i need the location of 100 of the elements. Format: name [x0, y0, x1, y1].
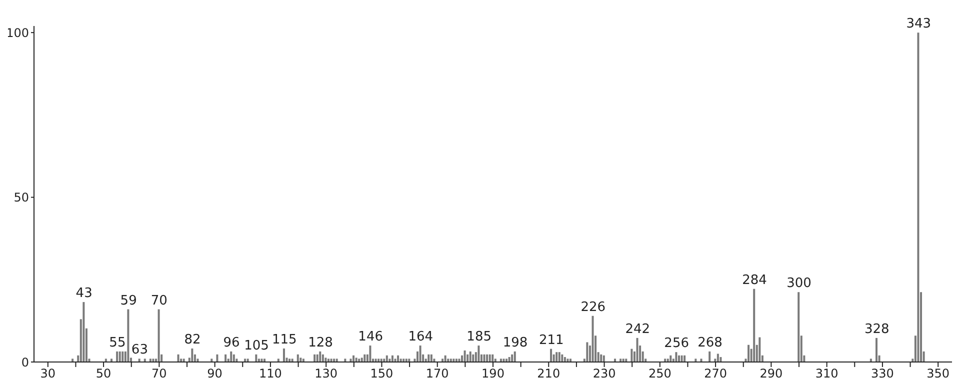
bar [550, 348, 552, 362]
bar [210, 358, 213, 362]
bar [236, 358, 238, 362]
bar [72, 358, 74, 362]
bar [670, 355, 672, 362]
bar [666, 358, 669, 362]
bar [625, 358, 628, 362]
bar [469, 351, 472, 362]
annotation: 300 [786, 276, 812, 292]
bar [458, 358, 460, 362]
bar [466, 354, 469, 362]
annotation: 242 [625, 322, 650, 337]
bar [592, 316, 594, 362]
annotation: 105 [244, 338, 269, 354]
bar [244, 358, 246, 362]
bar [138, 358, 140, 362]
bar [144, 358, 146, 362]
x-tick-label: 90 [207, 366, 222, 381]
bar [472, 354, 474, 362]
bar [327, 358, 330, 362]
bar [748, 344, 750, 362]
bar [566, 358, 569, 362]
bar [430, 354, 432, 362]
bar [394, 358, 396, 362]
bar [264, 358, 266, 362]
bar [450, 358, 452, 362]
x-tick-label: 110 [259, 366, 282, 381]
annotation: 284 [742, 272, 767, 288]
bar [246, 358, 249, 362]
bar [296, 354, 299, 362]
annotation: 55 [109, 335, 126, 350]
bar [180, 358, 182, 362]
bar [917, 32, 920, 362]
bar [288, 358, 291, 362]
bar [419, 346, 422, 362]
bar [556, 352, 558, 362]
bar [620, 358, 622, 362]
bar [405, 358, 408, 362]
annotation: 211 [539, 332, 564, 348]
bar [675, 352, 678, 362]
bar [352, 355, 355, 362]
bar [664, 358, 666, 362]
bar [191, 348, 194, 362]
bar [82, 302, 85, 362]
bar [558, 352, 560, 362]
bar [388, 358, 391, 362]
x-tick-label: 130 [314, 366, 338, 381]
bar [104, 358, 107, 362]
bar [224, 354, 227, 362]
annotation: 256 [664, 336, 690, 352]
bar [442, 358, 444, 362]
bar [122, 351, 124, 362]
bar [260, 358, 263, 362]
bar [386, 355, 388, 362]
y-tick-label: 50 [14, 190, 29, 205]
x-tick-label: 30 [40, 366, 56, 381]
bar [355, 358, 358, 362]
x-tick-label: 250 [648, 366, 672, 381]
bar [870, 358, 872, 362]
annotation: 198 [502, 335, 528, 350]
annotation: 268 [698, 335, 722, 350]
x-tick-label: 350 [926, 366, 950, 381]
bar [447, 358, 450, 362]
bar [216, 354, 218, 362]
bar [758, 337, 761, 362]
bar [391, 355, 394, 362]
annotation: 128 [308, 335, 333, 350]
annotation: 59 [120, 293, 137, 308]
bar [378, 358, 380, 362]
bar [433, 358, 436, 362]
bar [586, 342, 588, 362]
bar [630, 348, 633, 362]
x-tick-label: 290 [760, 366, 783, 381]
bar [798, 292, 800, 362]
bar [452, 358, 455, 362]
x-tick-label: 70 [152, 366, 167, 381]
x-tick-label: 330 [871, 366, 894, 381]
bar [636, 338, 638, 362]
bar [614, 358, 616, 362]
x-tick-label: 310 [815, 366, 838, 381]
bar [684, 355, 686, 362]
bar [369, 346, 372, 362]
bar [602, 355, 605, 362]
bar [374, 358, 377, 362]
x-tick-label: 270 [704, 366, 727, 381]
bar [508, 357, 510, 362]
bar [182, 358, 185, 362]
annotation: 164 [408, 330, 434, 345]
bar [118, 351, 121, 362]
annotation: 70 [150, 293, 168, 308]
bar [400, 358, 402, 362]
annotation: 185 [466, 330, 492, 345]
bar [258, 358, 260, 362]
bar [322, 354, 324, 362]
bar [600, 354, 602, 362]
x-tick-label: 170 [426, 366, 449, 381]
bar [478, 346, 480, 362]
bar [300, 358, 302, 362]
bar [694, 358, 697, 362]
bar [344, 358, 346, 362]
